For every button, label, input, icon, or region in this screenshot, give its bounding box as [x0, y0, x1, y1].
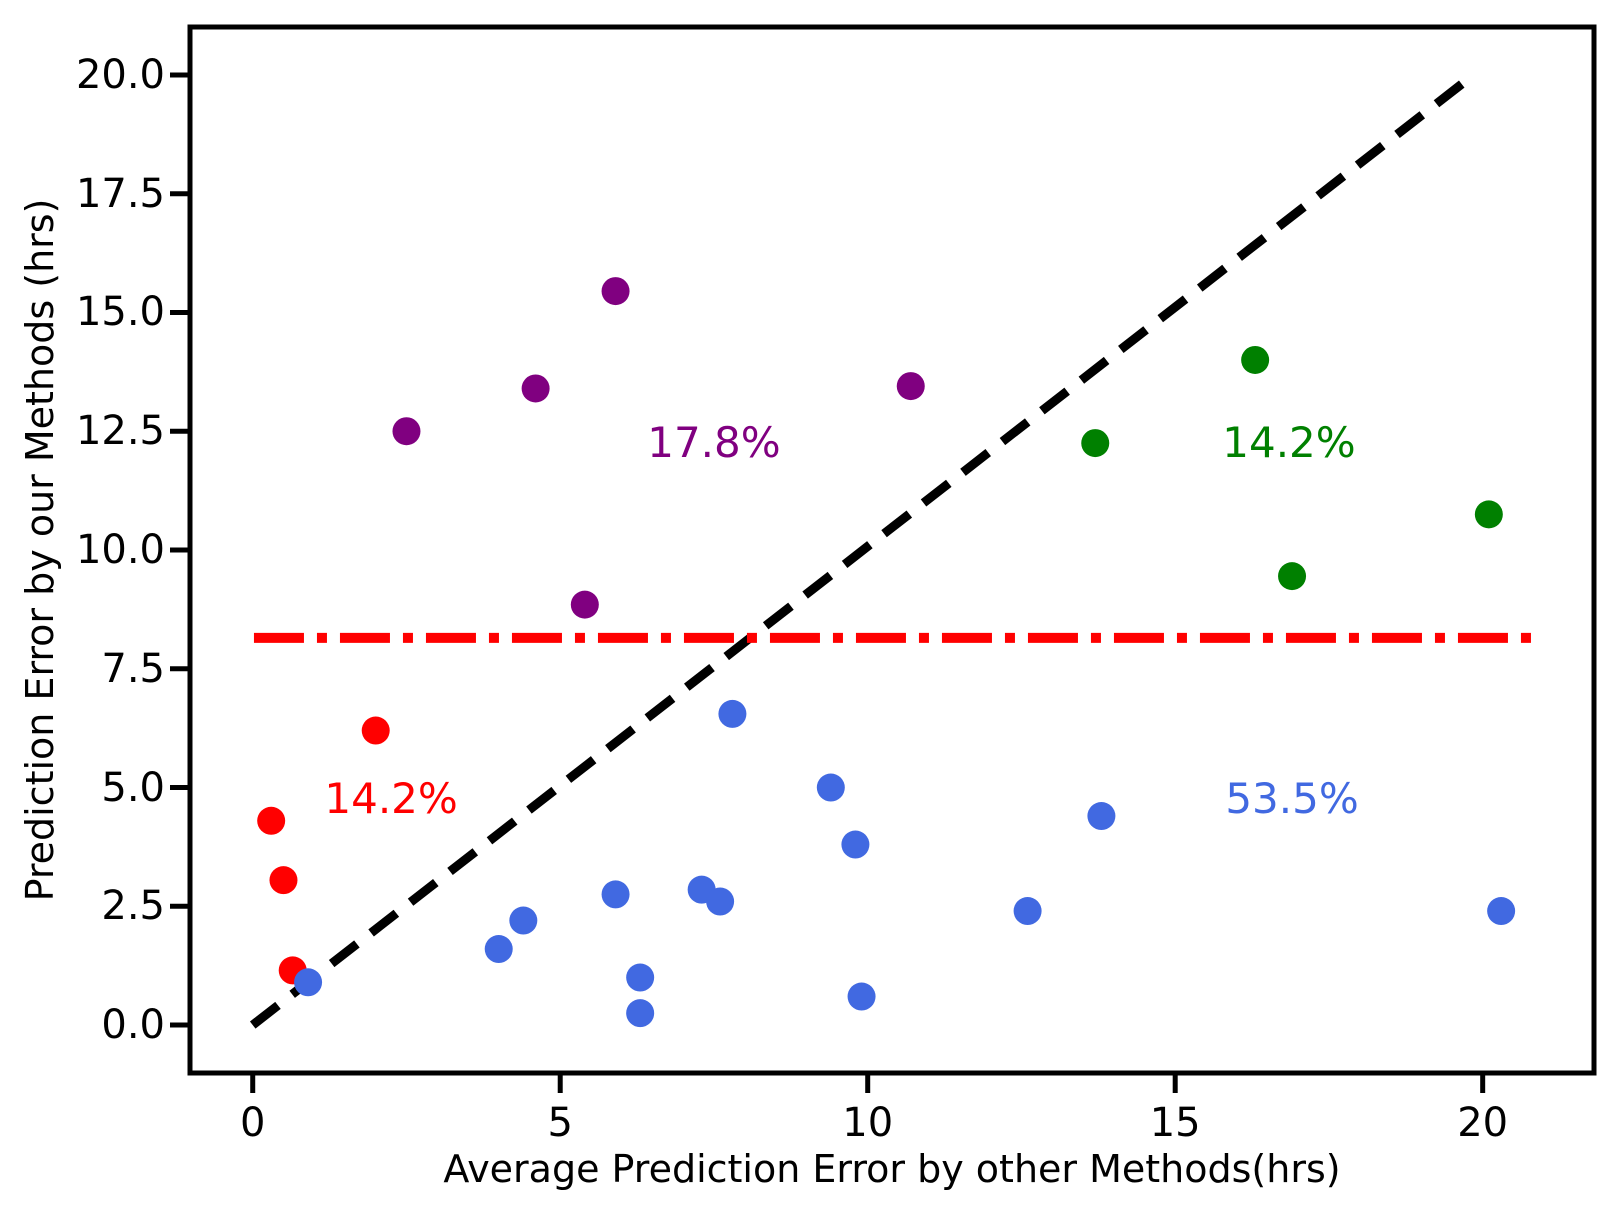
blue-group-point: [816, 773, 845, 802]
y-tick-label: 7.5: [101, 645, 165, 692]
blue-group-point: [706, 887, 735, 916]
identity-line: [249, 71, 1477, 1029]
x-axis-label: Average Prediction Error by other Method…: [443, 1147, 1341, 1191]
blue-group-point: [626, 963, 655, 992]
reference-lines: [249, 71, 1532, 1029]
purple-group-point: [570, 590, 599, 619]
annotation-blue-percentage: 53.5%: [1225, 774, 1359, 824]
red-group-point: [361, 716, 390, 745]
green-group-point: [1278, 562, 1307, 591]
y-tick-label: 10.0: [75, 527, 165, 573]
x-tick-label: 5: [547, 1100, 573, 1146]
blue-group-point: [1087, 802, 1116, 831]
x-tick-label: 10: [842, 1100, 894, 1146]
blue-group-point: [1487, 897, 1516, 926]
green-group-point: [1081, 429, 1110, 458]
purple-group-point: [392, 417, 421, 446]
blue-group-point: [294, 968, 323, 997]
purple-group-point: [601, 277, 630, 306]
y-tick-label: 2.5: [101, 883, 165, 930]
x-tick-label: 15: [1149, 1100, 1201, 1146]
y-tick-label: 12.5: [75, 408, 165, 455]
green-group-point: [1241, 345, 1270, 374]
blue-group-point: [484, 935, 513, 964]
y-tick-label: 5.0: [101, 764, 165, 811]
blue-group-point: [626, 999, 655, 1028]
x-tick-label: 20: [1457, 1100, 1509, 1146]
y-tick-label: 20.0: [75, 51, 165, 98]
blue-group-point: [509, 906, 538, 935]
y-tick-label: 0.0: [101, 1002, 165, 1049]
purple-group-point: [896, 372, 925, 401]
axes-frame: [187, 24, 1597, 1076]
red-group-point: [257, 806, 286, 835]
red-group-point: [269, 866, 298, 895]
y-tick-label: 15.0: [75, 289, 165, 336]
annotation-purple-percentage: 17.8%: [647, 418, 781, 468]
annotation-green-percentage: 14.2%: [1222, 418, 1356, 468]
green-group-point: [1474, 500, 1503, 529]
blue-group-point: [1013, 897, 1042, 926]
blue-group-point: [847, 982, 876, 1011]
purple-group-point: [521, 374, 550, 403]
blue-group-point: [718, 699, 747, 728]
scatter-points: [257, 277, 1516, 1028]
plot-frame: [187, 24, 1597, 1076]
x-tick-label: 0: [239, 1100, 266, 1146]
blue-group-point: [841, 830, 870, 859]
annotation-red-percentage: 14.2%: [324, 774, 458, 824]
y-tick-label: 17.5: [75, 170, 165, 217]
axis-tick-marks: [170, 72, 1486, 1093]
blue-group-point: [601, 880, 630, 909]
y-axis-label: Prediction Error by our Methods (hrs): [18, 198, 62, 902]
